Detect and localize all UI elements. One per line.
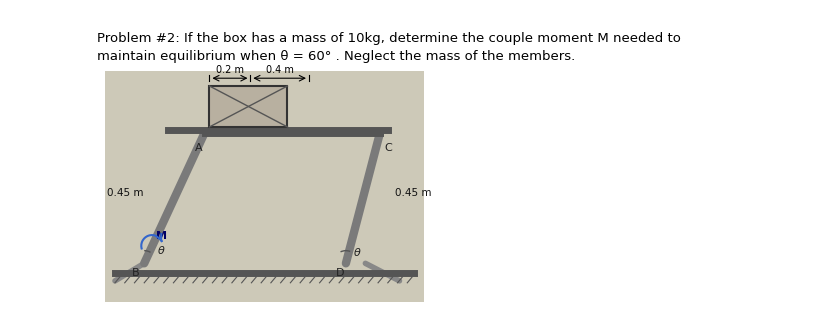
Text: A: A <box>195 143 203 153</box>
Text: θ: θ <box>353 249 360 259</box>
Text: C: C <box>384 143 391 153</box>
Text: 0.45 m: 0.45 m <box>107 188 144 198</box>
Text: B: B <box>131 268 139 278</box>
Text: 0.45 m: 0.45 m <box>394 188 431 198</box>
Bar <box>209 86 287 127</box>
Text: D: D <box>335 268 343 278</box>
Text: θ: θ <box>158 246 165 256</box>
Text: 0.2 m: 0.2 m <box>216 65 244 75</box>
Text: Problem #2: If the box has a mass of 10kg, determine the couple moment M needed : Problem #2: If the box has a mass of 10k… <box>98 32 681 45</box>
Text: maintain equilibrium when θ = 60° . Neglect the mass of the members.: maintain equilibrium when θ = 60° . Negl… <box>98 50 575 63</box>
Text: M: M <box>155 231 167 241</box>
Bar <box>105 71 423 302</box>
Text: 0.4 m: 0.4 m <box>265 65 294 75</box>
